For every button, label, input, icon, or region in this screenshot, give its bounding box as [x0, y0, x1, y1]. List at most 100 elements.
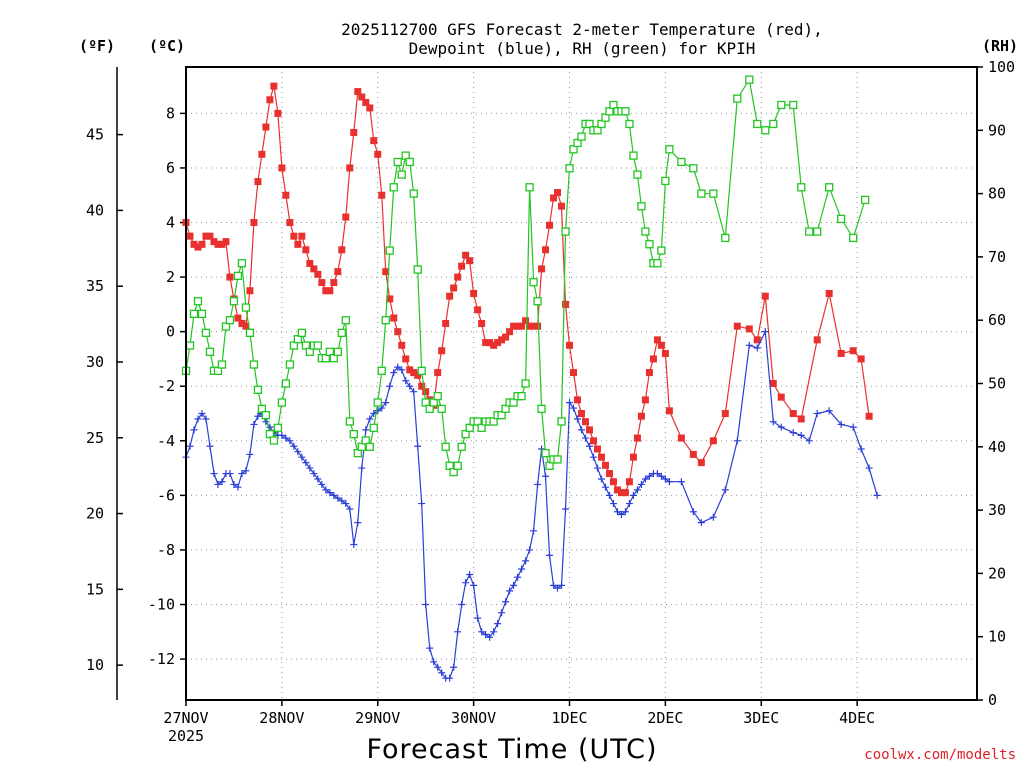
- rh-point: [373, 398, 382, 407]
- dewpoint-point: [294, 448, 302, 456]
- rh-point: [457, 442, 466, 451]
- rh-point: [860, 195, 870, 205]
- temperature-point: [609, 478, 617, 486]
- temperature-point: [502, 333, 510, 341]
- dewpoint-point: [454, 628, 462, 636]
- temperature-point: [194, 243, 202, 251]
- temperature-point: [498, 336, 506, 344]
- rh-unit-label: (RH): [982, 37, 1018, 55]
- dewpoint-point: [374, 407, 382, 415]
- temperature-point: [574, 396, 582, 404]
- temperature-point: [290, 232, 298, 240]
- time-tick-label: 3DEC: [743, 709, 779, 727]
- dewpoint-point: [562, 505, 570, 513]
- temperature-point: [753, 336, 761, 344]
- dewpoint-point: [849, 423, 857, 431]
- dewpoint-point: [278, 431, 286, 439]
- rh-point: [201, 328, 211, 338]
- fahrenheit-axis: 10 15 20 25 30 35 40 45: [86, 67, 123, 700]
- temperature-point: [322, 287, 330, 295]
- temperature-point: [286, 219, 294, 227]
- temperature-point: [342, 213, 350, 221]
- temperature-point: [402, 355, 410, 363]
- rh-point: [441, 442, 450, 451]
- temperature-point: [589, 437, 597, 445]
- fahrenheit-tick-label: 25: [86, 429, 104, 447]
- temperature-point: [769, 380, 777, 387]
- temperature-point: [641, 396, 649, 404]
- dewpoint-point: [334, 494, 342, 502]
- temperature-point: [330, 279, 338, 287]
- dewpoint-point: [330, 491, 338, 499]
- rh-point: [281, 379, 291, 388]
- rh-point: [837, 214, 846, 224]
- dewpoint-point: [486, 633, 494, 641]
- dewpoint-point: [546, 551, 554, 559]
- rh-point: [261, 410, 271, 420]
- rh-point: [369, 423, 378, 432]
- temperature-point: [234, 314, 242, 322]
- rh-tick-label: 20: [988, 564, 1006, 582]
- temperature-point: [454, 273, 462, 281]
- temperature-point: [813, 336, 821, 344]
- rh-point: [553, 455, 562, 464]
- temperature-point: [446, 292, 454, 300]
- rh-point: [745, 75, 754, 84]
- dewpoint-point: [290, 442, 298, 450]
- temperature-point: [546, 221, 554, 229]
- rh-point: [297, 328, 307, 338]
- temperature-point: [226, 273, 234, 281]
- dewpoint-point: [550, 581, 558, 589]
- rh-point: [333, 347, 342, 357]
- gridlines: [185, 67, 977, 700]
- temperature-point: [518, 322, 526, 330]
- rh-point: [385, 246, 394, 255]
- rh-tick-label: 0: [988, 691, 997, 709]
- dewpoint-point: [470, 581, 478, 589]
- temperature-point: [438, 347, 446, 355]
- rh-point: [625, 119, 634, 129]
- temperature-point: [629, 453, 637, 461]
- rh-point: [797, 183, 806, 192]
- temperature-point: [210, 238, 218, 246]
- temperature-point: [797, 415, 805, 423]
- temperature-point: [466, 257, 474, 265]
- rh-point: [621, 107, 630, 116]
- celsius-tick-label: -2: [157, 377, 175, 395]
- dewpoint-point: [250, 420, 258, 428]
- fahrenheit-tick-label: 30: [86, 353, 104, 371]
- temperature-point: [390, 314, 398, 322]
- rh-point: [677, 157, 686, 167]
- temperature-point: [298, 232, 306, 240]
- rh-point: [393, 157, 402, 167]
- rh-point: [405, 157, 414, 167]
- rh-tick-label: 70: [988, 248, 1006, 266]
- dewpoint-point: [286, 437, 294, 445]
- temperature-point: [414, 371, 422, 379]
- rh-point: [269, 436, 279, 445]
- dewpoint-point: [314, 475, 322, 483]
- rh-point: [217, 360, 227, 369]
- temperature-point: [550, 194, 558, 202]
- temperature-point: [677, 434, 685, 442]
- dewpoint-point: [558, 581, 566, 589]
- title-line-2: Dewpoint (blue), RH (green) for KPIH: [409, 39, 756, 58]
- rh-point: [189, 309, 199, 319]
- rh-point: [777, 100, 786, 110]
- x-axis-title: Forecast Time (UTC): [366, 734, 657, 765]
- time-tick-label: 4DEC: [839, 709, 875, 727]
- temperature-point: [462, 251, 470, 259]
- temperature-point: [542, 246, 550, 254]
- rh-point: [629, 151, 638, 160]
- temperature-point: [374, 150, 382, 158]
- temperature-point: [434, 369, 442, 377]
- rh-point: [417, 366, 426, 375]
- dewpoint-point: [613, 508, 621, 516]
- temperature-point: [218, 240, 226, 248]
- dewpoint-point: [490, 628, 498, 636]
- temperature-point: [338, 246, 346, 254]
- dewpoint-point: [318, 480, 326, 488]
- rh-point: [653, 259, 662, 268]
- time-tick-label: 2DEC: [647, 709, 683, 727]
- rh-point: [345, 417, 354, 426]
